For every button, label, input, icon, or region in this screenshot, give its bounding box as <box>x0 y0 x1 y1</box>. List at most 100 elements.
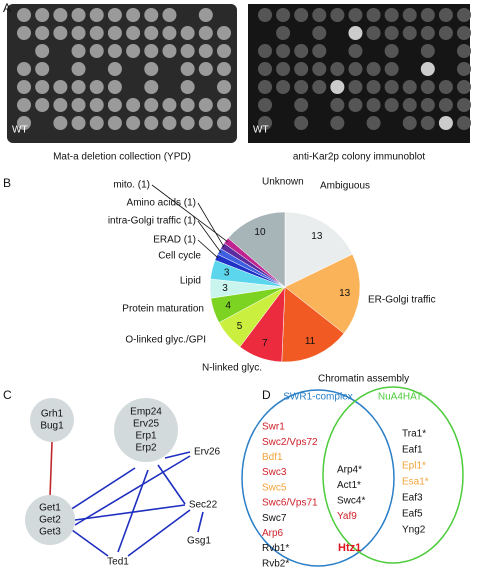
category-label: Amino acids (1) <box>127 198 196 209</box>
category-label: ER-Golgi traffic <box>368 295 436 306</box>
colony <box>258 44 272 58</box>
corner-label: WT <box>253 125 269 136</box>
node-label: Gsg1 <box>187 536 211 547</box>
colony <box>348 8 363 22</box>
node-circle <box>30 398 74 442</box>
colony <box>180 44 195 58</box>
colony <box>198 44 213 58</box>
category-label: mito. (1) <box>113 180 150 191</box>
colony <box>17 116 31 130</box>
colony <box>71 62 86 76</box>
edge <box>197 511 204 533</box>
colony <box>420 62 435 76</box>
member: Epl1* <box>402 461 426 472</box>
colony <box>366 26 381 40</box>
colony <box>276 8 291 22</box>
panel-label: B <box>3 176 11 190</box>
colony <box>420 80 435 94</box>
colony <box>71 8 86 22</box>
colony <box>294 80 309 94</box>
value-label: 7 <box>262 338 268 349</box>
colony <box>294 62 309 76</box>
colony <box>126 98 141 112</box>
leader-line <box>197 220 222 253</box>
colony <box>420 116 435 130</box>
colony <box>180 26 195 40</box>
pie-slice <box>284 253 361 334</box>
member: Arp6 <box>262 528 284 539</box>
colony <box>438 116 453 130</box>
colony <box>107 8 122 22</box>
network-edges <box>49 441 204 557</box>
colony <box>366 116 381 130</box>
colony <box>217 62 231 76</box>
colony <box>276 44 291 58</box>
colony <box>457 116 471 130</box>
colony <box>258 80 272 94</box>
colony <box>384 26 399 40</box>
pie-slice <box>284 211 353 288</box>
category-label: N-linked glyc. <box>202 363 262 374</box>
colony <box>144 44 159 58</box>
node-label: Sec22 <box>189 500 218 511</box>
node-label: Get3 <box>39 527 61 538</box>
colony <box>384 44 399 58</box>
category-label: Cell cycle <box>158 251 201 262</box>
member: Yaf9 <box>337 511 357 522</box>
set-name: NuA4HAT <box>378 392 422 403</box>
colony <box>53 80 68 94</box>
colony <box>89 116 104 130</box>
category-label: Unknown <box>262 177 304 188</box>
colony <box>457 44 471 58</box>
node-circle <box>114 398 178 462</box>
colony <box>348 62 363 76</box>
value-label: 3 <box>222 283 228 294</box>
colony <box>384 62 399 76</box>
member: Yng2 <box>402 525 426 536</box>
value-label: 13 <box>311 231 323 242</box>
colony <box>258 98 272 112</box>
colony <box>330 116 345 130</box>
member: Esa1* <box>402 477 429 488</box>
value-label: 13 <box>339 288 351 299</box>
colony <box>162 116 177 130</box>
colony <box>89 8 104 22</box>
colony <box>402 98 417 112</box>
colony <box>126 44 141 58</box>
colony <box>198 62 213 76</box>
colony <box>17 80 31 94</box>
colony <box>107 98 122 112</box>
colony <box>217 80 231 94</box>
colony <box>258 62 272 76</box>
colony <box>198 26 213 40</box>
edge <box>157 464 186 505</box>
value-label: 5 <box>237 321 243 332</box>
colony <box>71 80 86 94</box>
colony <box>258 8 272 22</box>
colony <box>276 62 291 76</box>
colony <box>348 44 363 58</box>
colony <box>107 80 122 94</box>
colony <box>420 98 435 112</box>
colony <box>180 98 195 112</box>
colony <box>17 98 31 112</box>
category-label: Protein maturation <box>122 304 204 315</box>
colony <box>126 26 141 40</box>
node-label: Erp2 <box>135 443 157 454</box>
category-label: Ambiguous <box>320 181 370 192</box>
colony <box>53 98 68 112</box>
colony <box>258 116 272 130</box>
member: Swc7 <box>262 513 287 524</box>
colony <box>384 8 399 22</box>
colony <box>35 8 50 22</box>
edge <box>49 441 53 498</box>
member: Swc5 <box>262 482 287 493</box>
panel-label: A <box>3 1 11 15</box>
colony <box>312 44 327 58</box>
colony <box>217 98 231 112</box>
colony <box>144 8 159 22</box>
colony <box>144 98 159 112</box>
leader-line <box>197 239 219 259</box>
colony <box>198 8 213 22</box>
